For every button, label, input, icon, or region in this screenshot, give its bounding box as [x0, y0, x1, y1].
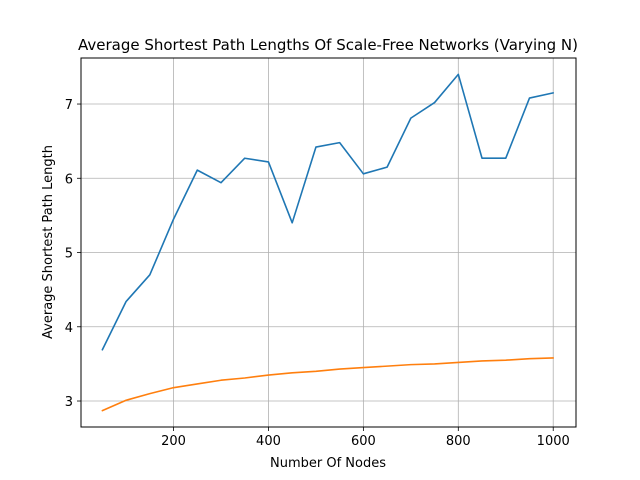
grid-layer: [81, 58, 576, 427]
y-tick-label: 7: [65, 98, 73, 113]
x-tick-label: 800: [446, 434, 471, 449]
chart-title: Average Shortest Path Lengths Of Scale-F…: [78, 36, 578, 54]
y-tick-label: 6: [65, 172, 73, 187]
y-tick-label: 5: [65, 247, 73, 262]
series-line-1: [101, 73, 555, 351]
x-tick-label: 600: [351, 434, 376, 449]
tick-layer: 200 400 600 800 1000 3 4 5 6 7: [65, 98, 570, 449]
x-axis-label: Number Of Nodes: [270, 456, 386, 471]
plot-frame: [80, 57, 577, 428]
x-tick-label: 400: [256, 434, 281, 449]
series-line-2: [101, 357, 555, 412]
y-tick-label: 4: [65, 321, 73, 336]
series-layer: [101, 73, 555, 412]
x-tick-label: 1000: [537, 434, 570, 449]
y-axis-label: Average Shortest Path Length: [41, 145, 56, 339]
x-tick-label: 200: [161, 434, 186, 449]
y-tick-label: 3: [65, 395, 73, 410]
